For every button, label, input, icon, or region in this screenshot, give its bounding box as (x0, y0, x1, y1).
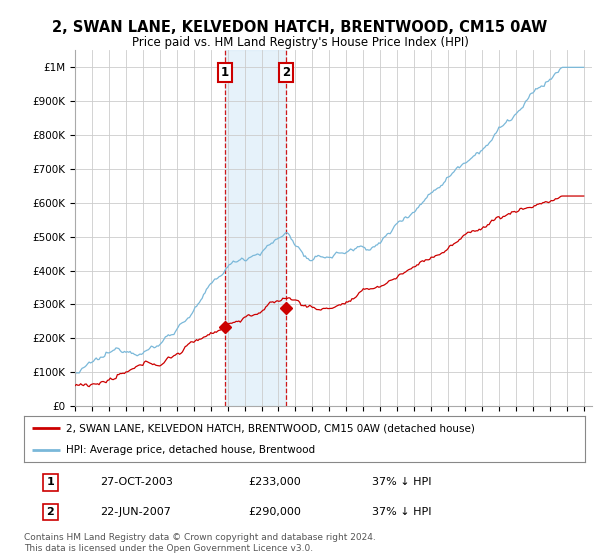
Text: 1: 1 (46, 477, 54, 487)
Text: Price paid vs. HM Land Registry's House Price Index (HPI): Price paid vs. HM Land Registry's House … (131, 36, 469, 49)
Text: 37% ↓ HPI: 37% ↓ HPI (372, 507, 431, 517)
Text: 2: 2 (283, 67, 290, 80)
Bar (224, 50, 286, 406)
Text: HPI: Average price, detached house, Brentwood: HPI: Average price, detached house, Bren… (66, 445, 315, 455)
Text: 22-JUN-2007: 22-JUN-2007 (100, 507, 170, 517)
Text: 37% ↓ HPI: 37% ↓ HPI (372, 477, 431, 487)
Text: 1: 1 (221, 67, 229, 80)
Text: £233,000: £233,000 (248, 477, 301, 487)
Text: 2, SWAN LANE, KELVEDON HATCH, BRENTWOOD, CM15 0AW (detached house): 2, SWAN LANE, KELVEDON HATCH, BRENTWOOD,… (66, 423, 475, 433)
Text: 2, SWAN LANE, KELVEDON HATCH, BRENTWOOD, CM15 0AW: 2, SWAN LANE, KELVEDON HATCH, BRENTWOOD,… (52, 20, 548, 35)
Text: Contains HM Land Registry data © Crown copyright and database right 2024.
This d: Contains HM Land Registry data © Crown c… (24, 533, 376, 553)
Text: £290,000: £290,000 (248, 507, 301, 517)
Text: 27-OCT-2003: 27-OCT-2003 (100, 477, 173, 487)
Text: 2: 2 (46, 507, 54, 517)
